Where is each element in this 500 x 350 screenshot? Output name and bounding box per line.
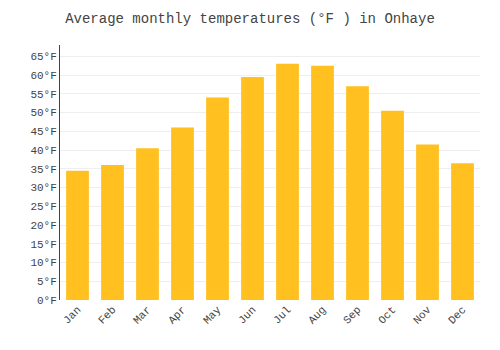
svg-text:25°F: 25°F — [30, 201, 56, 213]
svg-text:40°F: 40°F — [30, 145, 56, 157]
svg-text:Oct: Oct — [376, 304, 398, 326]
svg-text:5°F: 5°F — [37, 276, 57, 288]
svg-text:Jul: Jul — [271, 304, 293, 326]
svg-text:Mar: Mar — [131, 304, 153, 326]
svg-text:55°F: 55°F — [30, 89, 56, 101]
svg-text:60°F: 60°F — [30, 70, 56, 82]
svg-text:Aug: Aug — [306, 304, 328, 326]
svg-text:Sep: Sep — [341, 304, 363, 326]
svg-text:10°F: 10°F — [30, 257, 56, 269]
svg-text:Nov: Nov — [411, 304, 434, 327]
svg-text:Jun: Jun — [236, 304, 258, 326]
svg-text:30°F: 30°F — [30, 182, 56, 194]
svg-text:50°F: 50°F — [30, 107, 56, 119]
svg-text:Apr: Apr — [166, 304, 188, 326]
svg-text:Average monthly temperatures (: Average monthly temperatures (°F ) in On… — [65, 11, 435, 27]
svg-text:0°F: 0°F — [37, 295, 57, 307]
svg-text:35°F: 35°F — [30, 164, 56, 176]
svg-text:45°F: 45°F — [30, 126, 56, 138]
svg-text:Feb: Feb — [96, 304, 118, 326]
svg-text:Dec: Dec — [446, 304, 468, 326]
svg-text:Jan: Jan — [61, 304, 83, 326]
svg-text:15°F: 15°F — [30, 239, 56, 251]
svg-text:May: May — [201, 304, 224, 327]
svg-text:65°F: 65°F — [30, 51, 56, 63]
svg-text:20°F: 20°F — [30, 220, 56, 232]
